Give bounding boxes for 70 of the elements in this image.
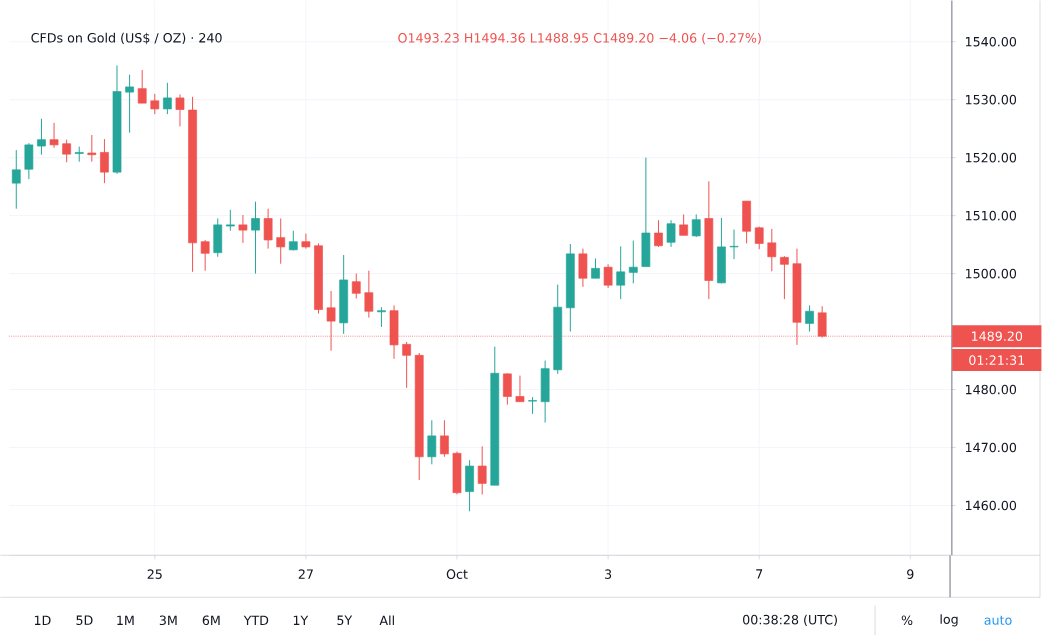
text: 00:38:28 (UTC) bbox=[743, 614, 837, 626]
candlestick bbox=[225, 209, 235, 232]
text: 3M bbox=[159, 615, 177, 625]
candlestick bbox=[729, 228, 739, 260]
candlestick bbox=[276, 217, 286, 265]
candlestick bbox=[100, 138, 109, 184]
candlestick bbox=[780, 255, 789, 300]
candlestick bbox=[628, 239, 638, 284]
candlestick bbox=[654, 219, 663, 248]
text: 1M bbox=[117, 615, 134, 625]
candlestick bbox=[62, 139, 72, 163]
x-tick-label: 3 bbox=[605, 569, 612, 579]
candlestick bbox=[767, 228, 777, 272]
candlestick bbox=[150, 93, 160, 115]
candlestick bbox=[137, 69, 147, 104]
candlestick bbox=[666, 219, 676, 248]
y-tick-label: 1530.00 bbox=[965, 94, 1017, 105]
candlestick bbox=[364, 270, 374, 318]
y-tick-label: 1540.00 bbox=[965, 36, 1017, 47]
candlestick bbox=[591, 257, 600, 279]
y-tick-label: 1520.00 bbox=[965, 152, 1017, 163]
candlestick bbox=[377, 306, 386, 328]
candlestick bbox=[125, 74, 134, 134]
candlestick bbox=[175, 93, 185, 127]
candlestick bbox=[11, 149, 21, 210]
text: 1Y bbox=[293, 615, 309, 625]
text: 6M bbox=[202, 615, 220, 625]
candlestick bbox=[238, 214, 248, 244]
candlestick bbox=[49, 122, 59, 149]
x-tick-label: Oct bbox=[446, 569, 468, 579]
x-tick-label: 9 bbox=[907, 569, 914, 579]
candlestick bbox=[427, 419, 437, 465]
text: 01:21:31 bbox=[969, 355, 1025, 365]
y-tick-label: 1510.00 bbox=[965, 210, 1017, 221]
x-tick-label: 25 bbox=[147, 569, 162, 579]
ref-line-label: 1489.20 bbox=[972, 331, 1023, 341]
candlestick bbox=[440, 419, 449, 458]
text: % bbox=[901, 615, 913, 625]
candlestick bbox=[163, 82, 172, 115]
text: 1D bbox=[34, 615, 51, 625]
text: YTD bbox=[243, 615, 269, 625]
candlestick bbox=[251, 201, 260, 274]
candlestick bbox=[805, 304, 814, 332]
y-tick-label: 1500.00 bbox=[965, 268, 1017, 279]
x-tick-label: 27 bbox=[298, 569, 313, 579]
candlestick bbox=[351, 272, 361, 299]
candlestick bbox=[603, 263, 613, 289]
candlestick bbox=[503, 372, 512, 405]
candlestick bbox=[402, 341, 411, 389]
text: auto bbox=[984, 615, 1012, 625]
text: 5D bbox=[76, 615, 93, 625]
candlestick bbox=[679, 213, 689, 236]
y-tick-label: 1470.00 bbox=[965, 442, 1017, 453]
y-tick-label: 1460.00 bbox=[965, 500, 1017, 511]
annotation: O1493.23 H1494.36 L1488.95 C1489.20 −4.06 (−0.27%) bbox=[398, 32, 761, 45]
candlestick bbox=[691, 213, 701, 238]
candlestick bbox=[87, 134, 97, 163]
candlestick bbox=[477, 445, 487, 495]
candlestick bbox=[37, 118, 46, 156]
x-tick-label: 7 bbox=[756, 569, 763, 579]
candlestick bbox=[301, 232, 311, 250]
candlestick bbox=[515, 374, 525, 403]
candlestick bbox=[616, 245, 626, 300]
text: All bbox=[379, 615, 394, 625]
candlestick bbox=[200, 239, 210, 272]
candlestick bbox=[263, 208, 273, 250]
text: 5Y bbox=[337, 615, 353, 625]
text: log bbox=[940, 614, 958, 627]
text: CFDs on Gold (US$ / OZ) · 240 bbox=[31, 32, 222, 45]
y-tick-label: 1480.00 bbox=[965, 384, 1017, 395]
